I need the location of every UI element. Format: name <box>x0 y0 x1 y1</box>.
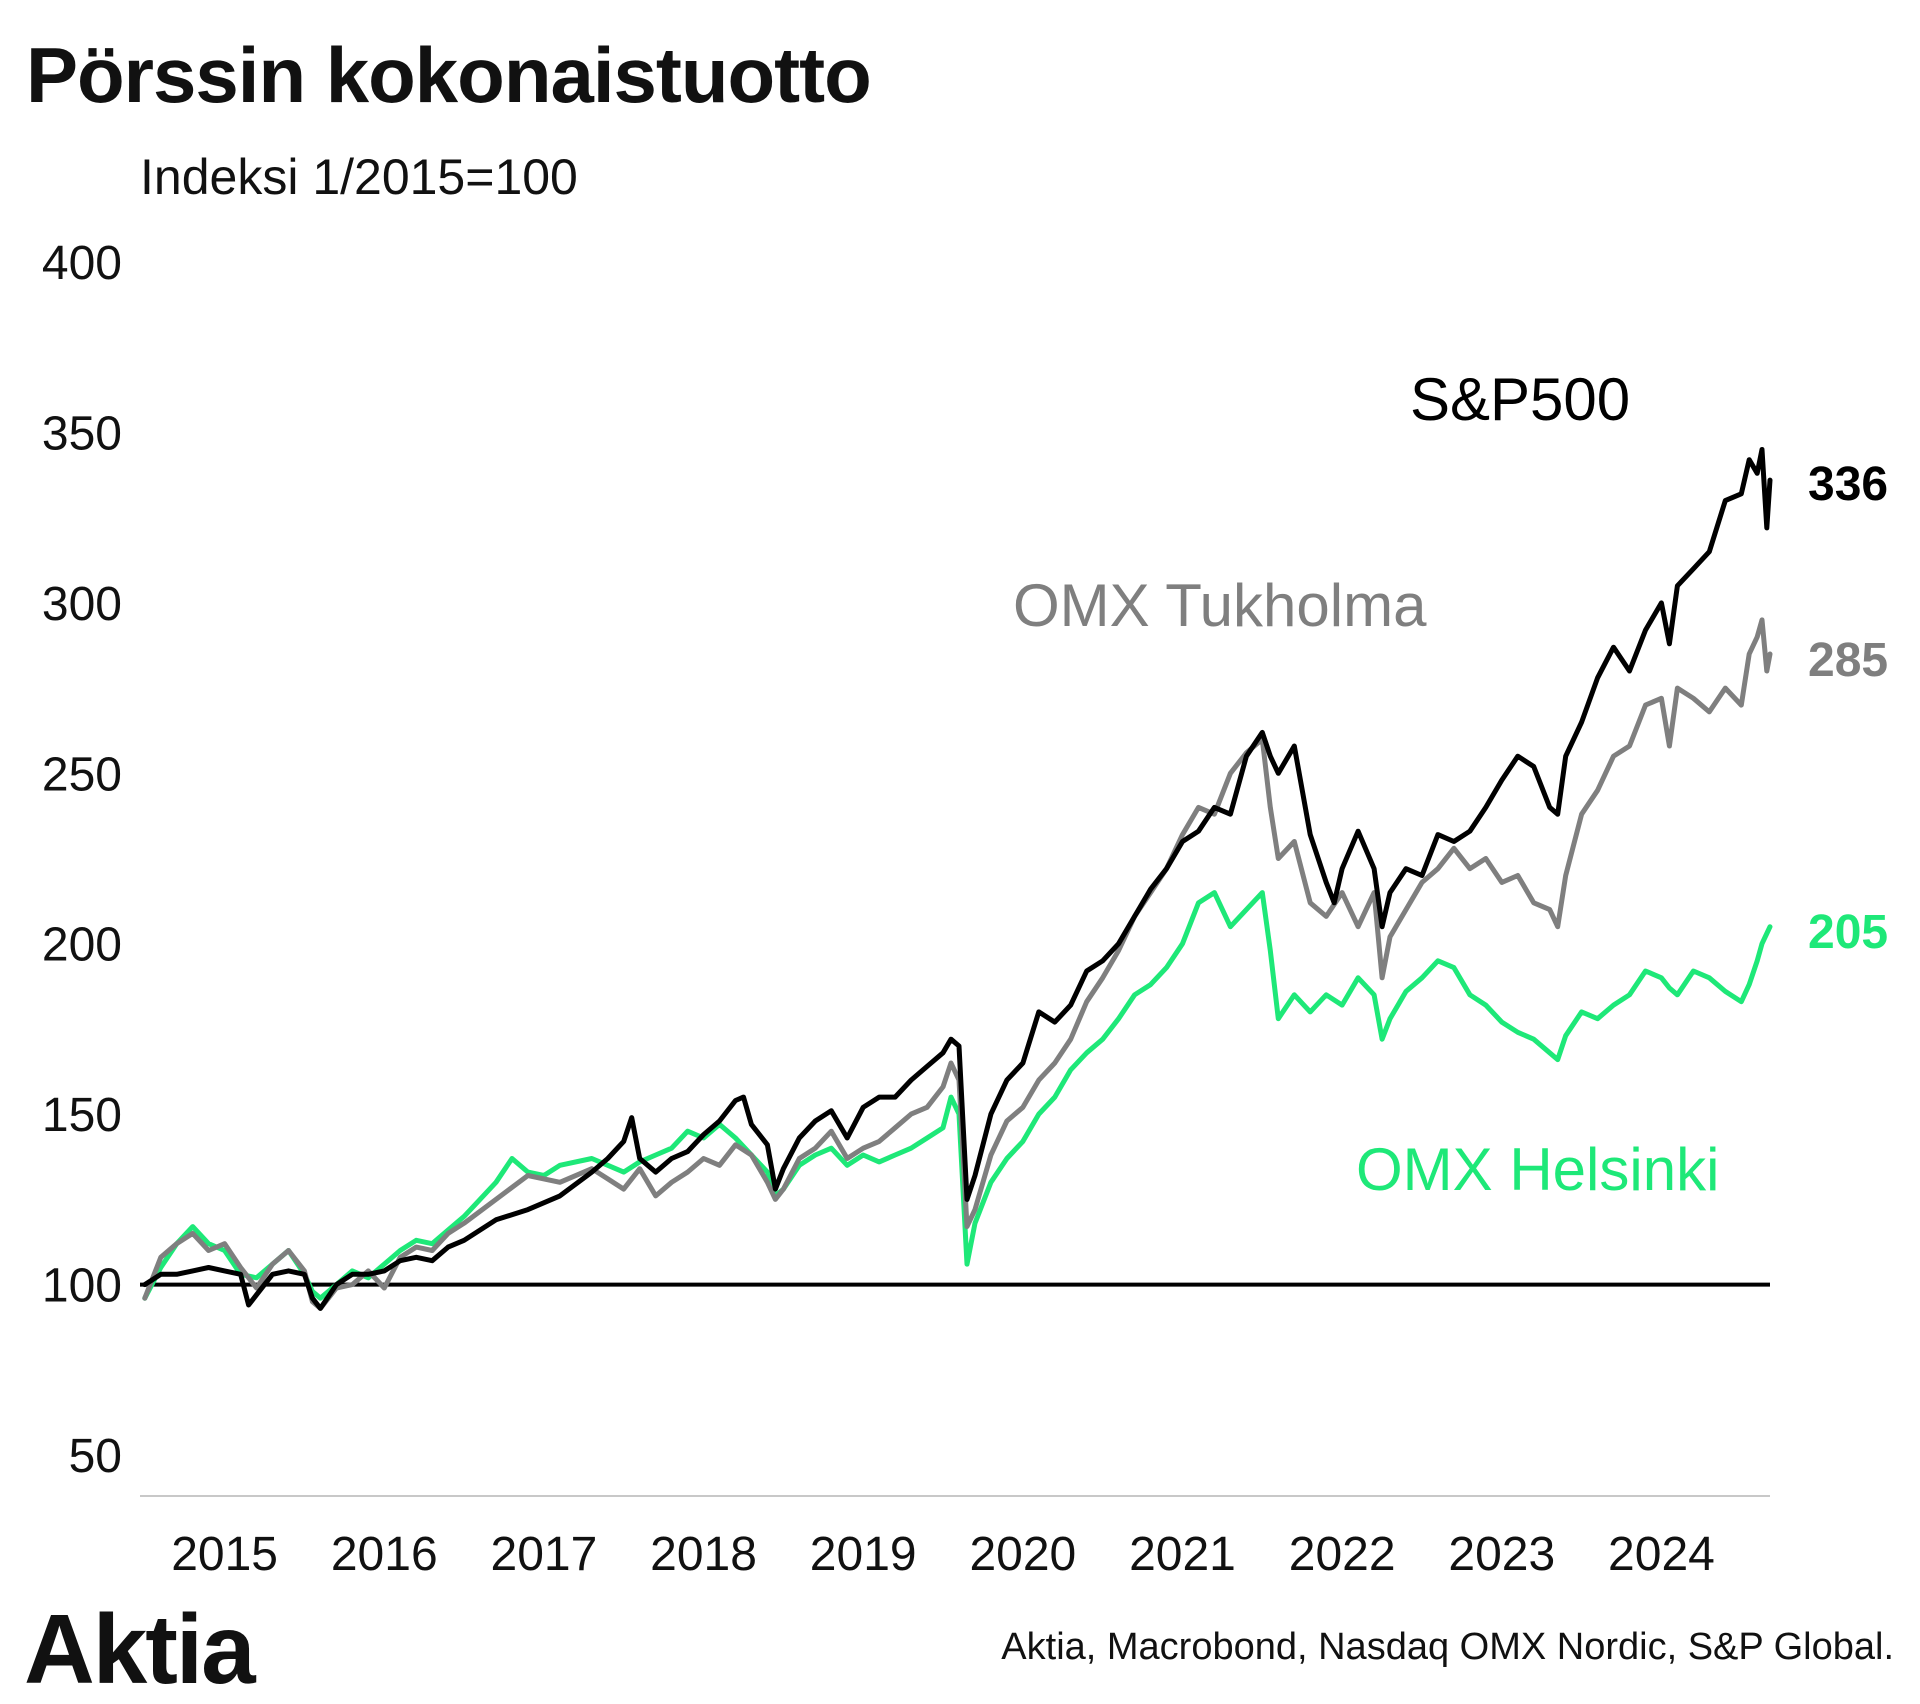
y-tick-label-100: 100 <box>42 1260 122 1313</box>
x-tick-label-2020: 2020 <box>969 1528 1076 1581</box>
series-labels: S&P500 336 OMX Tukholma 285 OMX Helsinki 205 <box>1013 366 1888 1203</box>
series-line-omx_stockholm <box>142 617 1773 1311</box>
series-name-sp500: S&P500 <box>1410 366 1630 433</box>
source-note: Aktia, Macrobond, Nasdaq OMX Nordic, S&P… <box>1001 1626 1894 1668</box>
series-line-sp500 <box>142 447 1773 1311</box>
x-tick-label-2015: 2015 <box>171 1528 278 1581</box>
x-tick-label-2024: 2024 <box>1608 1528 1715 1581</box>
y-tick-label-350: 350 <box>42 407 122 460</box>
series-end-value-sp500: 336 <box>1808 458 1888 511</box>
series-group <box>142 447 1773 1311</box>
y-tick-label-300: 300 <box>42 578 122 631</box>
y-axis: 50 100 150 200 250 300 350 400 <box>42 237 122 1483</box>
series-end-value-omx_helsinki: 205 <box>1808 906 1888 959</box>
aktia-logo: Aktia <box>24 1594 256 1704</box>
series-line-omx_helsinki <box>142 890 1773 1301</box>
y-tick-label-200: 200 <box>42 919 122 972</box>
chart-title: Pörssin kokonaistuotto <box>26 31 872 119</box>
x-tick-label-2017: 2017 <box>491 1528 598 1581</box>
x-tick-label-2016: 2016 <box>331 1528 438 1581</box>
y-tick-label-400: 400 <box>42 237 122 290</box>
series-end-value-omx_stockholm: 285 <box>1808 634 1888 687</box>
chart-subtitle: Indeksi 1/2015=100 <box>140 149 578 205</box>
y-tick-label-250: 250 <box>42 748 122 801</box>
y-tick-label-50: 50 <box>69 1430 122 1483</box>
x-axis: 2015 2016 2017 2018 2019 2020 2021 2022 2023 2024 <box>171 1528 1715 1581</box>
x-tick-label-2018: 2018 <box>650 1528 757 1581</box>
x-tick-label-2022: 2022 <box>1289 1528 1396 1581</box>
series-name-omx_helsinki: OMX Helsinki <box>1356 1136 1719 1203</box>
x-tick-label-2019: 2019 <box>810 1528 917 1581</box>
line-chart: 50 100 150 200 250 300 350 400 2015 2016 2017 2018… <box>42 237 1888 1581</box>
x-tick-label-2021: 2021 <box>1129 1528 1236 1581</box>
x-tick-label-2023: 2023 <box>1448 1528 1555 1581</box>
series-name-omx_stockholm: OMX Tukholma <box>1013 572 1427 639</box>
y-tick-label-150: 150 <box>42 1089 122 1142</box>
